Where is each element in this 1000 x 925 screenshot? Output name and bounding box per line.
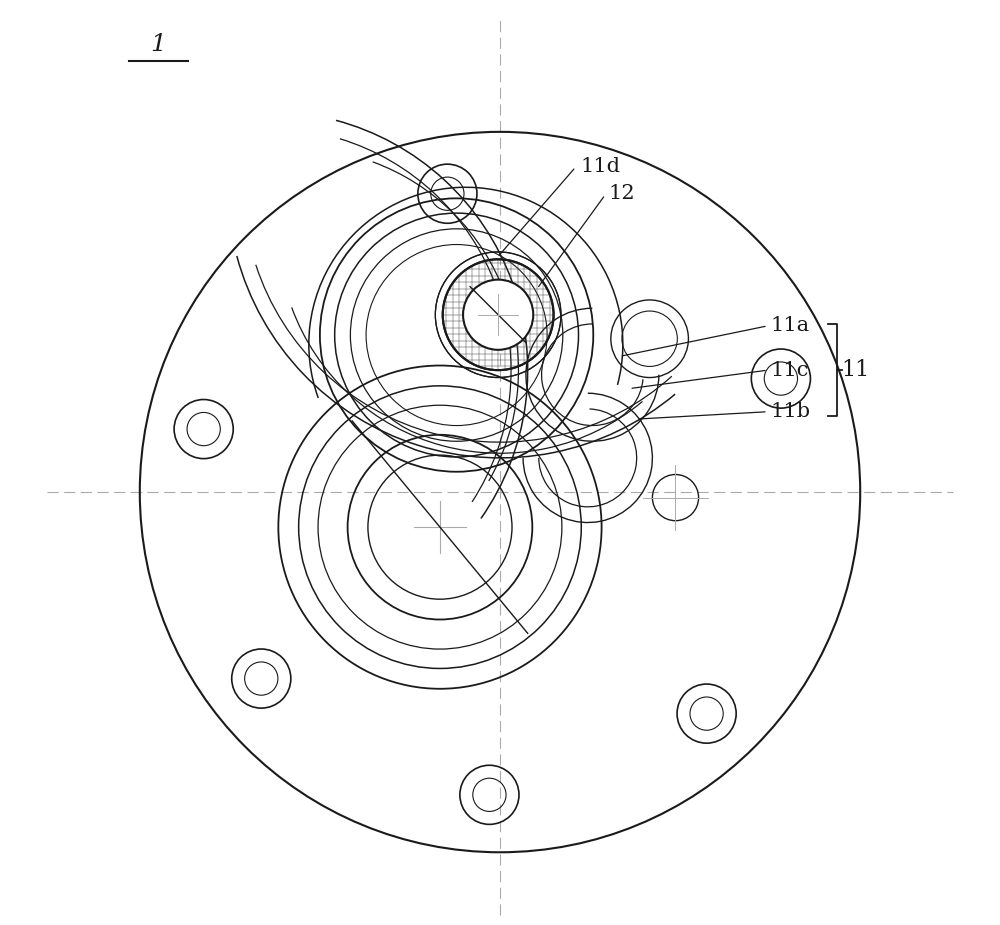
Circle shape <box>463 279 533 350</box>
Text: 11a: 11a <box>771 316 810 335</box>
Text: 11: 11 <box>842 359 870 381</box>
Text: 1: 1 <box>150 33 166 56</box>
Text: 11d: 11d <box>580 157 620 177</box>
Text: 12: 12 <box>608 184 635 204</box>
Text: 11c: 11c <box>771 361 809 379</box>
Text: 11b: 11b <box>771 402 811 421</box>
